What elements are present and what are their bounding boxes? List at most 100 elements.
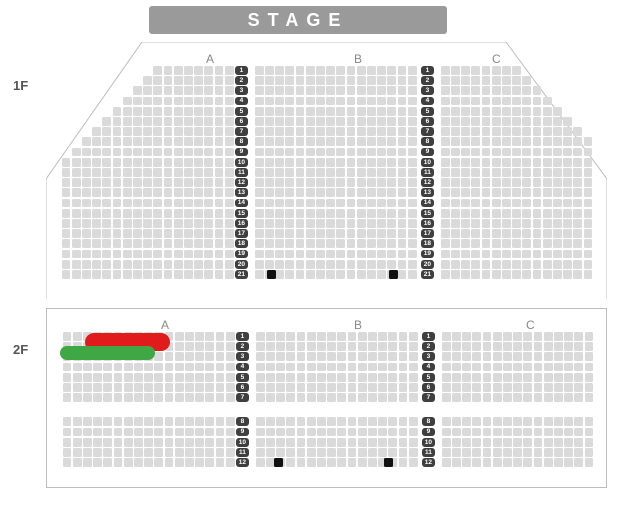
seat[interactable] [316,209,325,218]
seat[interactable] [184,178,193,187]
seat[interactable] [265,250,274,259]
seat[interactable] [584,158,593,167]
seat[interactable] [255,97,264,106]
seat[interactable] [377,107,386,116]
seat[interactable] [408,209,417,218]
seat[interactable] [377,209,386,218]
seat[interactable] [102,137,111,146]
seat[interactable] [399,373,408,382]
seat[interactable] [563,178,572,187]
seat[interactable] [307,383,316,392]
seat[interactable] [195,458,204,467]
seat[interactable] [153,148,162,157]
seat[interactable] [493,332,502,341]
seat[interactable] [92,270,101,279]
seat[interactable] [544,438,553,447]
seat[interactable] [523,393,532,402]
seat[interactable] [307,458,316,467]
seat[interactable] [492,250,501,259]
seat[interactable] [451,117,460,126]
seat[interactable] [377,158,386,167]
seat[interactable] [316,239,325,248]
seat[interactable] [174,148,183,157]
seat[interactable] [316,229,325,238]
seat[interactable] [358,448,367,457]
seat[interactable] [441,178,450,187]
seat[interactable] [317,363,326,372]
seat[interactable] [165,458,174,467]
seat[interactable] [307,342,316,351]
seat[interactable] [573,148,582,157]
seat[interactable] [92,250,101,259]
seat[interactable] [275,260,284,269]
seat[interactable] [93,448,102,457]
seat[interactable] [164,219,173,228]
seat[interactable] [175,383,184,392]
seat[interactable] [83,383,92,392]
seat[interactable] [296,209,305,218]
seat[interactable] [502,239,511,248]
seat[interactable] [184,270,193,279]
seat[interactable] [492,209,501,218]
blocked-seat[interactable] [267,270,276,279]
seat[interactable] [554,428,563,437]
seat[interactable] [462,342,471,351]
seat[interactable] [471,137,480,146]
seat[interactable] [307,352,316,361]
seat[interactable] [512,97,521,106]
seat[interactable] [523,448,532,457]
seat[interactable] [533,260,542,269]
seat[interactable] [184,219,193,228]
seat[interactable] [367,76,376,85]
seat[interactable] [408,97,417,106]
seat[interactable] [73,383,82,392]
seat[interactable] [564,383,573,392]
seat[interactable] [143,209,152,218]
seat[interactable] [72,209,81,218]
seat[interactable] [225,260,234,269]
seat[interactable] [93,438,102,447]
seat[interactable] [316,250,325,259]
seat[interactable] [316,148,325,157]
seat[interactable] [275,76,284,85]
seat[interactable] [103,363,112,372]
seat[interactable] [502,219,511,228]
seat[interactable] [377,178,386,187]
seat[interactable] [205,417,214,426]
seat[interactable] [175,428,184,437]
seat[interactable] [102,188,111,197]
seat[interactable] [296,260,305,269]
seat[interactable] [503,393,512,402]
seat[interactable] [143,117,152,126]
seat[interactable] [175,458,184,467]
seat[interactable] [534,393,543,402]
seat[interactable] [523,458,532,467]
seat[interactable] [255,158,264,167]
seat[interactable] [513,373,522,382]
seat[interactable] [348,417,357,426]
seat[interactable] [306,250,315,259]
seat[interactable] [493,342,502,351]
seat[interactable] [175,393,184,402]
seat[interactable] [296,168,305,177]
seat[interactable] [255,239,264,248]
seat[interactable] [442,352,451,361]
seat[interactable] [114,448,123,457]
seat[interactable] [378,342,387,351]
seat[interactable] [194,66,203,75]
seat[interactable] [164,270,173,279]
seat[interactable] [297,417,306,426]
seat[interactable] [336,76,345,85]
seat[interactable] [564,342,573,351]
seat[interactable] [256,342,265,351]
seat[interactable] [265,127,274,136]
seat[interactable] [584,199,593,208]
seat[interactable] [275,137,284,146]
seat[interactable] [522,158,531,167]
seat[interactable] [164,260,173,269]
seat[interactable] [215,178,224,187]
seat[interactable] [367,137,376,146]
seat[interactable] [573,127,582,136]
seat[interactable] [482,148,491,157]
seat[interactable] [143,86,152,95]
